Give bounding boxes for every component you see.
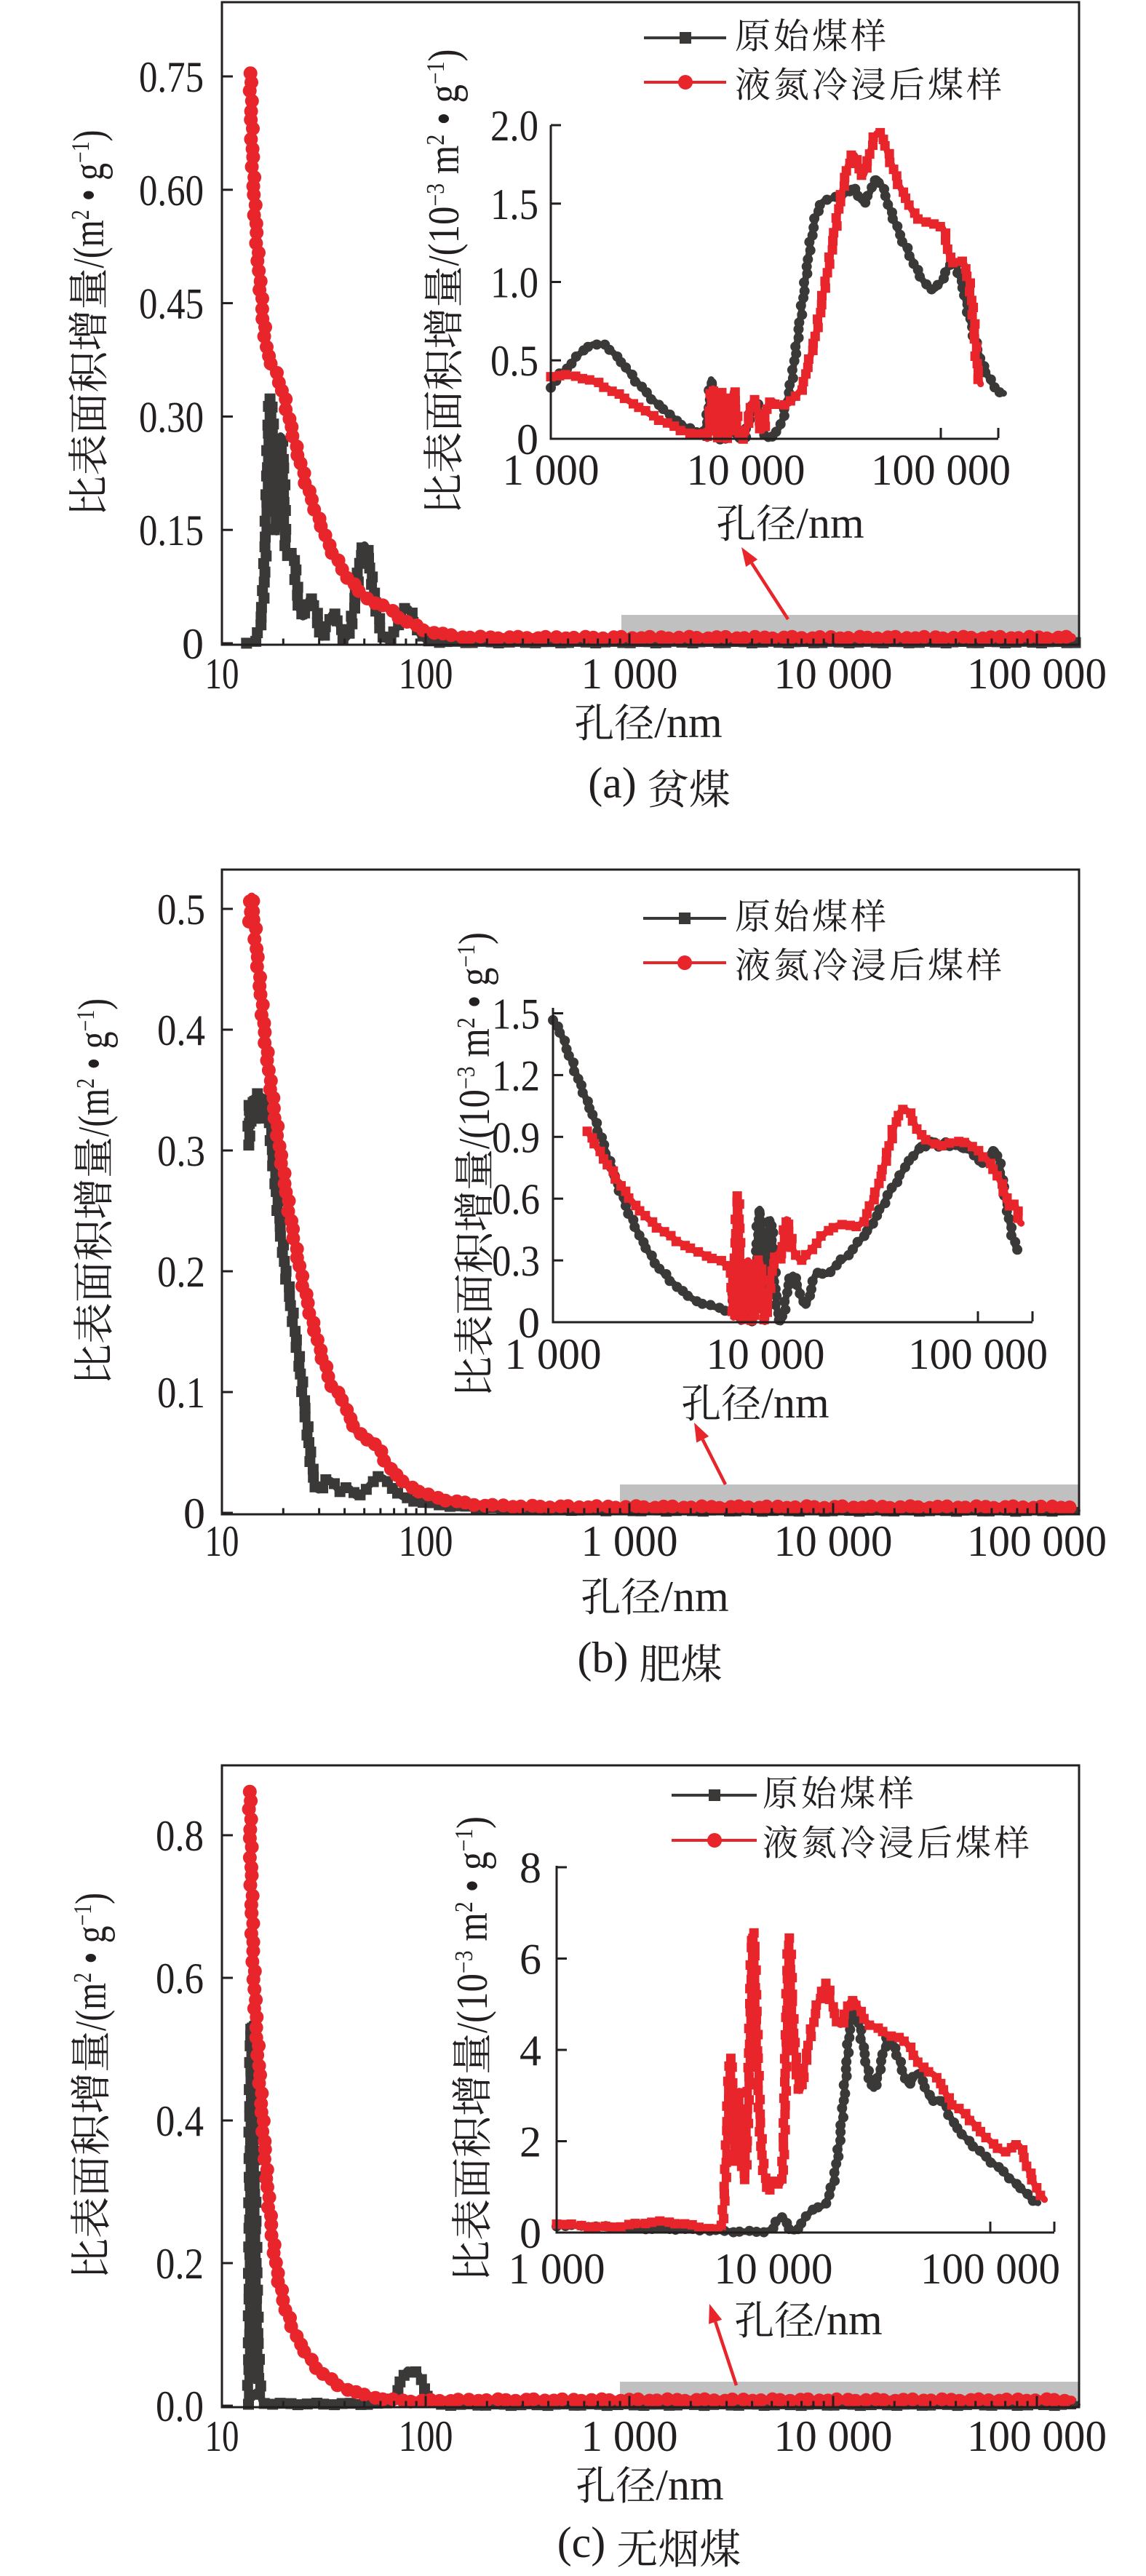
svg-text:6: 6: [520, 1936, 541, 1984]
svg-text:1 000: 1 000: [581, 1517, 678, 1565]
svg-text:10: 10: [205, 2412, 239, 2460]
svg-text:10 000: 10 000: [707, 1330, 825, 1378]
svg-text:0.60: 0.60: [139, 167, 204, 215]
svg-text:/(10−3 m2 • g−1): /(10−3 m2 • g−1): [420, 49, 468, 266]
svg-text:100 000: 100 000: [920, 2245, 1060, 2293]
svg-text:/(10−3 m2 • g−1): /(10−3 m2 • g−1): [448, 1816, 496, 2033]
svg-text:1 000: 1 000: [509, 2245, 605, 2293]
svg-text:/(10−3 m2 • g−1): /(10−3 m2 • g−1): [450, 932, 498, 1149]
svg-text:/nm: /nm: [654, 699, 722, 747]
svg-text:0.30: 0.30: [139, 393, 204, 441]
svg-text:1 000: 1 000: [505, 1330, 602, 1378]
svg-text:10 000: 10 000: [715, 2245, 833, 2293]
svg-text:0: 0: [520, 2209, 541, 2257]
svg-text:100 000: 100 000: [908, 1330, 1048, 1378]
svg-text:0.2: 0.2: [157, 1248, 205, 1296]
svg-text:100: 100: [399, 1517, 453, 1565]
svg-text:(c): (c): [557, 2519, 606, 2567]
svg-text:0.1: 0.1: [157, 1369, 205, 1417]
svg-text:0.3: 0.3: [492, 1237, 540, 1285]
svg-text:1.0: 1.0: [490, 259, 538, 307]
svg-text:10 000: 10 000: [774, 650, 893, 698]
svg-text:0: 0: [517, 416, 538, 464]
svg-text:0.4: 0.4: [156, 2097, 204, 2145]
svg-text:0: 0: [518, 1299, 540, 1347]
svg-text:0.0: 0.0: [156, 2382, 204, 2430]
svg-text:10 000: 10 000: [774, 1517, 893, 1565]
svg-text:100: 100: [399, 2412, 453, 2460]
svg-text:(a): (a): [588, 759, 637, 807]
svg-text:0.15: 0.15: [139, 506, 204, 554]
svg-text:100 000: 100 000: [967, 1517, 1107, 1565]
svg-text:0.5: 0.5: [490, 337, 538, 385]
svg-text:2: 2: [520, 2118, 541, 2166]
svg-text:/nm: /nm: [661, 1573, 728, 1621]
svg-text:/(m2 • g−1): /(m2 • g−1): [67, 1893, 115, 2031]
svg-text:0.3: 0.3: [157, 1127, 205, 1175]
svg-text:/(m2 • g−1): /(m2 • g−1): [65, 130, 113, 269]
svg-text:0.9: 0.9: [492, 1113, 540, 1161]
svg-text:1.5: 1.5: [492, 990, 540, 1038]
svg-text:10: 10: [205, 1517, 239, 1565]
svg-text:0.4: 0.4: [157, 1006, 205, 1054]
svg-text:/nm: /nm: [656, 2461, 723, 2509]
svg-text:2.0: 2.0: [490, 102, 538, 150]
svg-text:1 000: 1 000: [581, 650, 678, 698]
svg-text:/nm: /nm: [814, 2296, 882, 2344]
svg-text:/nm: /nm: [761, 1379, 829, 1427]
svg-text:0.2: 0.2: [156, 2240, 204, 2288]
svg-text:10 000: 10 000: [687, 446, 805, 494]
svg-text:8: 8: [520, 1844, 541, 1892]
svg-text:100 000: 100 000: [871, 446, 1011, 494]
svg-text:0.8: 0.8: [156, 1812, 204, 1860]
svg-text:0.5: 0.5: [157, 886, 205, 934]
svg-text:100: 100: [399, 650, 453, 698]
svg-text:0: 0: [183, 1490, 205, 1538]
svg-text:100 000: 100 000: [967, 2412, 1107, 2460]
svg-text:0.75: 0.75: [139, 53, 204, 101]
svg-text:100 000: 100 000: [967, 650, 1107, 698]
svg-text:10 000: 10 000: [774, 2412, 893, 2460]
svg-text:0: 0: [182, 620, 204, 668]
svg-text:4: 4: [520, 2027, 541, 2075]
svg-text:0.6: 0.6: [492, 1175, 540, 1223]
svg-text:1.5: 1.5: [490, 180, 538, 228]
svg-text:(b): (b): [578, 1634, 629, 1682]
svg-text:1 000: 1 000: [581, 2412, 678, 2460]
svg-text:/(m2 • g−1): /(m2 • g−1): [70, 998, 118, 1137]
svg-text:0.6: 0.6: [156, 1955, 204, 2003]
svg-text:0.45: 0.45: [139, 280, 204, 328]
svg-text:1 000: 1 000: [503, 446, 600, 494]
svg-text:/nm: /nm: [796, 499, 864, 547]
svg-text:10: 10: [205, 650, 239, 698]
svg-text:1.2: 1.2: [492, 1052, 540, 1100]
